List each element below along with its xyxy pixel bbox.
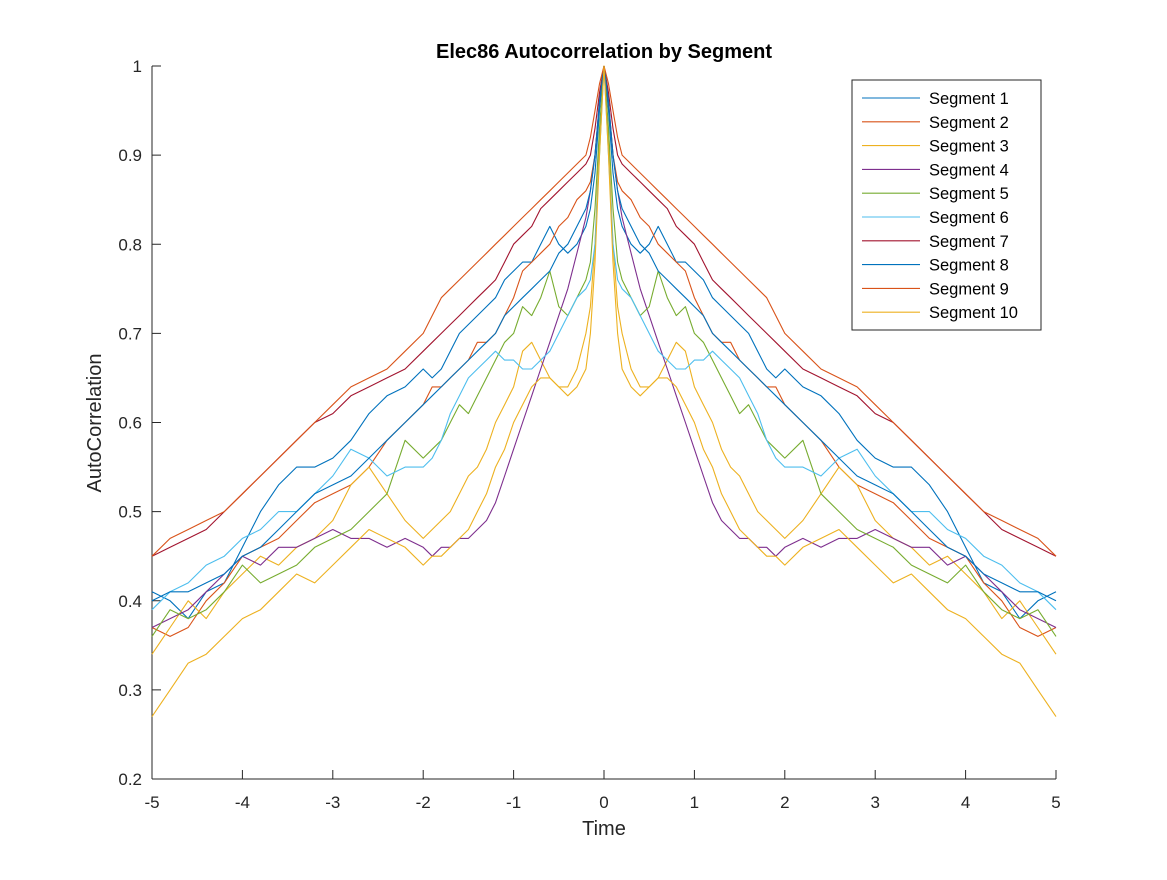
legend: Segment 1 Segment 2 Segment 3 Segment 4 Segm…: [851, 79, 1042, 331]
x-tick-label: -5: [144, 793, 159, 812]
x-tick-label: 5: [1051, 793, 1060, 812]
x-tick-label: 4: [961, 793, 970, 812]
x-tick-label: 0: [599, 793, 608, 812]
y-tick-label: 0.7: [118, 324, 142, 343]
y-tick-label: 0.8: [118, 235, 142, 254]
legend-label: Segment 8: [929, 257, 1009, 275]
legend-label: Segment 1: [929, 90, 1009, 108]
y-tick-label: 0.6: [118, 414, 142, 433]
y-tick-label: 0.5: [118, 503, 142, 522]
legend-label: Segment 7: [929, 233, 1009, 251]
legend-label: Segment 10: [929, 304, 1018, 322]
x-tick-label: 1: [690, 793, 699, 812]
legend-label: Segment 6: [929, 209, 1009, 227]
x-tick-label: 2: [780, 793, 789, 812]
chart-title: Elec86 Autocorrelation by Segment: [436, 41, 772, 63]
legend-label: Segment 9: [929, 280, 1009, 298]
x-axis-label: Time: [582, 818, 626, 840]
y-tick-label: 0.3: [118, 681, 142, 700]
y-tick-label: 0.4: [118, 592, 142, 611]
legend-label: Segment 4: [929, 161, 1009, 179]
legend-label: Segment 5: [929, 185, 1009, 203]
legend-label: Segment 3: [929, 138, 1009, 156]
x-tick-label: -2: [416, 793, 431, 812]
y-tick-label: 1: [133, 57, 142, 76]
plot-area: -5 -4 -3 -2 -1 0 1 2 3 4 5 0.2 0.3 0.4 0.5 0.6 0.7 0.8 0.9…: [118, 57, 1060, 812]
y-axis-label: AutoCorrelation: [84, 354, 106, 493]
y-tick-label: 0.2: [118, 770, 142, 789]
x-tick-label: -1: [506, 793, 521, 812]
x-tick-label: -3: [325, 793, 340, 812]
x-tick-label: -4: [235, 793, 250, 812]
series-line-10: [151, 65, 1057, 717]
legend-label: Segment 2: [929, 114, 1009, 132]
x-tick-label: 3: [870, 793, 879, 812]
y-tick-label: 0.9: [118, 146, 142, 165]
